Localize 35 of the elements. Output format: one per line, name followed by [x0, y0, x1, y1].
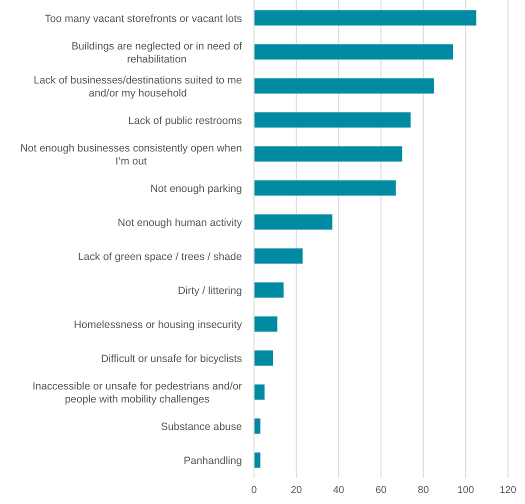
bar — [254, 418, 260, 434]
y-tick-label: Dirty / littering — [178, 285, 242, 298]
bar — [254, 452, 260, 468]
bar — [254, 78, 434, 94]
y-tick-label: Lack of public restrooms — [128, 114, 242, 127]
bar — [254, 146, 402, 162]
y-tick-label: Lack of businesses/destinations suited to me and/or my household — [34, 74, 242, 100]
bar — [254, 10, 476, 26]
y-tick-label: Buildings are neglected or in need of rehabilitation — [72, 40, 242, 66]
y-tick-label: Not enough human activity — [118, 216, 243, 229]
x-tick-label: 80 — [418, 485, 430, 496]
bar — [254, 112, 411, 128]
y-tick-label: Inaccessible or unsafe for pedestrians and/or people with mobility challenges — [32, 380, 242, 406]
y-tick-label: Substance abuse — [160, 421, 242, 434]
bar — [254, 282, 284, 298]
x-tick-label: 20 — [290, 485, 302, 496]
y-tick-label: Panhandling — [184, 455, 242, 468]
x-tick-label: 0 — [251, 485, 258, 496]
y-tick-label: Difficult or unsafe for bicyclists — [100, 353, 242, 366]
bar — [254, 248, 303, 264]
bar — [254, 180, 396, 196]
x-tick-label: 120 — [500, 485, 517, 496]
bar — [254, 316, 278, 332]
bar — [254, 44, 453, 60]
x-tick-label: 60 — [375, 485, 387, 496]
y-tick-label: Not enough businesses consistently open when I’m out — [20, 142, 242, 168]
y-tick-label: Lack of green space / trees / shade — [78, 251, 242, 264]
bar — [254, 384, 265, 400]
y-tick-label: Homelessness or housing insecurity — [74, 319, 243, 332]
x-tick-label: 40 — [333, 485, 345, 496]
bar — [254, 350, 274, 366]
y-tick-label: Too many vacant storefronts or vacant lots — [44, 12, 242, 25]
bar — [254, 214, 332, 230]
x-tick-label: 100 — [457, 485, 474, 496]
y-tick-label: Not enough parking — [150, 182, 242, 195]
